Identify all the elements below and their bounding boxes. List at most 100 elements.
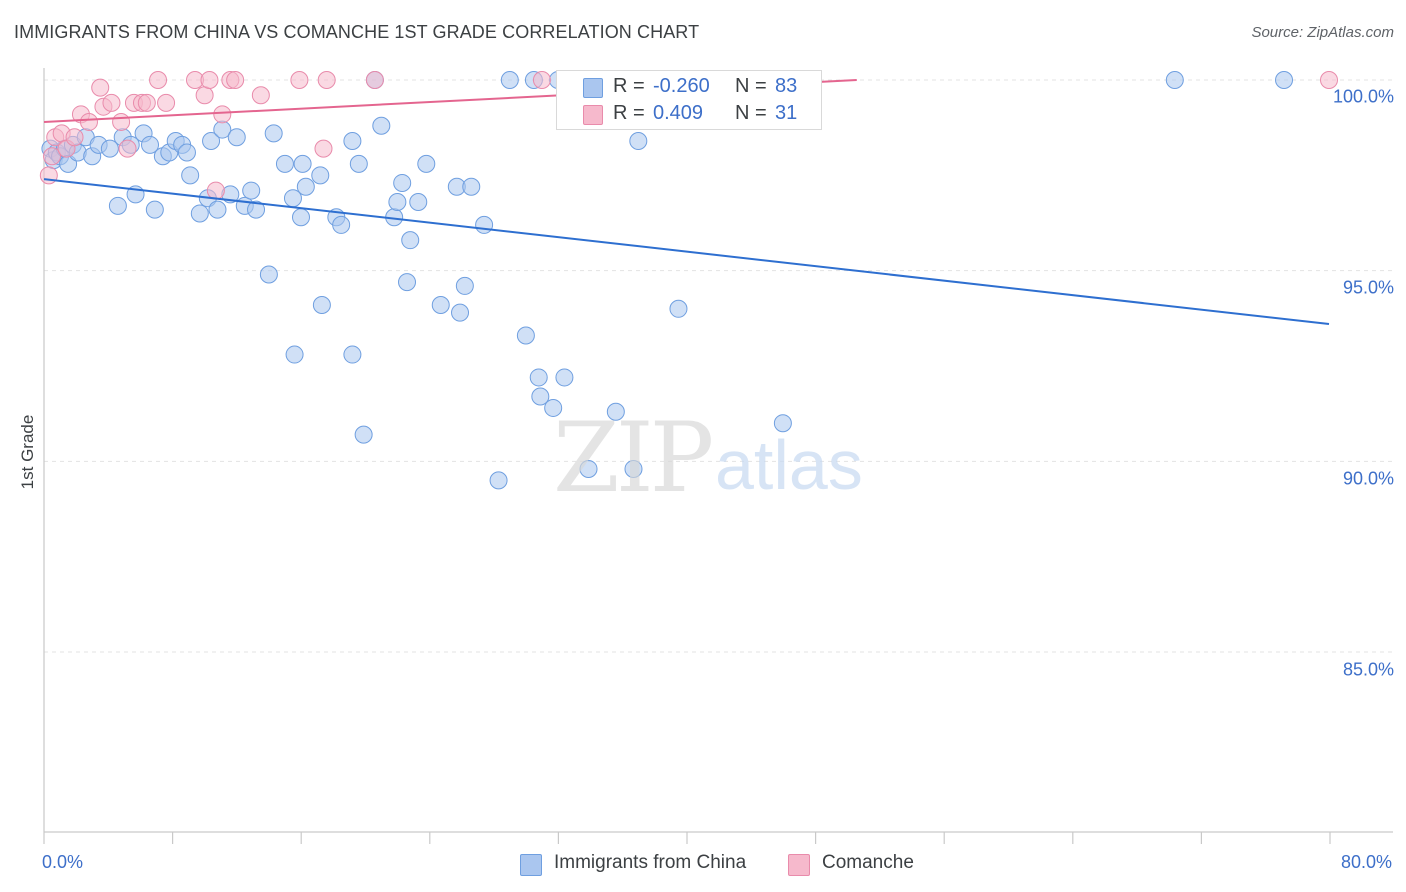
china-point — [489, 471, 508, 490]
china-point — [208, 200, 227, 219]
china-point — [409, 193, 428, 212]
china-point — [242, 181, 261, 200]
china-point — [181, 166, 200, 185]
china-point — [312, 295, 331, 314]
comanche-point — [91, 78, 110, 97]
comanche-point — [65, 128, 84, 147]
y-tick-label: 100.0% — [1332, 86, 1394, 107]
x-tick-label-min: 0.0% — [42, 852, 84, 872]
comanche-point — [157, 93, 176, 112]
legend-row-comanche: R = 0.409 N = 31 — [557, 101, 821, 127]
china-point — [516, 326, 535, 345]
china-point — [259, 265, 278, 284]
legend-n-label: N = — [735, 75, 767, 97]
legend-swatch-comanche — [583, 105, 603, 125]
legend-swatch-china — [520, 854, 542, 876]
comanche-point — [200, 71, 219, 89]
china-point — [555, 368, 574, 387]
comanche-point — [137, 93, 156, 112]
china-point — [629, 132, 648, 151]
china-point — [141, 135, 160, 154]
comanche-point — [290, 71, 309, 89]
china-point — [431, 295, 450, 314]
comanche-point — [112, 112, 131, 131]
china-point — [283, 189, 302, 208]
china-point — [500, 71, 519, 89]
comanche-point — [79, 112, 98, 131]
china-point — [1165, 71, 1184, 89]
legend-row-china: R = -0.260 N = 83 — [557, 74, 821, 100]
comanche-point — [213, 105, 232, 124]
china-point — [247, 200, 266, 219]
china-point — [293, 154, 312, 173]
comanche-point — [149, 71, 168, 89]
comanche-point — [1320, 71, 1338, 89]
china-point — [354, 425, 373, 444]
comanche-point — [532, 71, 551, 89]
legend-r-label: R = — [613, 75, 645, 97]
china-point — [669, 299, 688, 318]
watermark-atlas: atlas — [715, 426, 863, 504]
china-point — [332, 215, 351, 234]
y-tick-label: 95.0% — [1342, 277, 1394, 298]
comanche-point — [102, 93, 121, 112]
comanche-point — [226, 71, 245, 89]
china-point — [579, 459, 598, 478]
china-point — [349, 154, 368, 173]
china-point — [190, 204, 209, 223]
y-tick-label: 85.0% — [1342, 659, 1394, 680]
china-point — [462, 177, 481, 196]
china-point — [606, 402, 625, 421]
chart-source: Source: ZipAtlas.com — [1251, 24, 1394, 41]
china-point — [343, 132, 362, 151]
china-point — [292, 208, 310, 227]
legend-n-value: 31 — [775, 102, 798, 124]
china-point — [531, 387, 550, 406]
legend-r-value: -0.260 — [653, 75, 710, 97]
china-point — [275, 154, 294, 173]
legend-n-value: 83 — [775, 75, 798, 97]
china-point — [343, 345, 362, 364]
china-point — [108, 196, 127, 215]
china-point — [388, 193, 407, 212]
china-point — [227, 128, 246, 147]
china-point — [401, 231, 420, 250]
legend-swatch-comanche — [788, 854, 810, 876]
china-point — [529, 368, 548, 387]
china-point — [398, 273, 417, 292]
y-tick-label: 90.0% — [1342, 468, 1394, 489]
comanche-point — [118, 139, 137, 158]
china-point — [773, 414, 792, 433]
china-point — [451, 303, 470, 322]
china-point — [145, 200, 164, 219]
legend-r-label: R = — [613, 102, 645, 124]
legend-r-value: 0.409 — [653, 102, 704, 124]
china-point — [455, 276, 474, 295]
china-point — [1275, 71, 1294, 89]
china-point — [311, 166, 330, 185]
china-point — [296, 177, 315, 196]
china-point — [177, 143, 196, 162]
stats-legend: R = -0.260 N = 83 R = 0.409 N = 31 — [556, 70, 822, 130]
comanche-point — [43, 147, 62, 166]
comanche-point — [314, 139, 333, 158]
comanche-point — [195, 86, 214, 105]
legend-swatch-china — [583, 78, 603, 98]
china-point — [285, 345, 304, 364]
y-axis-label: 1st Grade — [18, 414, 37, 490]
trend-line-china — [43, 178, 1330, 326]
china-point — [544, 398, 563, 417]
china-point — [475, 215, 494, 234]
legend-label-comanche: Comanche — [822, 852, 914, 873]
comanche-point — [365, 71, 384, 89]
watermark-zip: ZIP — [553, 402, 714, 514]
chart-title: IMMIGRANTS FROM CHINA VS COMANCHE 1ST GR… — [14, 22, 700, 42]
comanche-point — [317, 71, 336, 89]
china-point — [624, 459, 643, 478]
x-tick-label-max: 80.0% — [1340, 852, 1392, 872]
china-point — [100, 139, 119, 158]
china-point — [202, 132, 221, 151]
legend-n-label: N = — [735, 102, 767, 124]
legend-label-china: Immigrants from China — [554, 852, 747, 873]
